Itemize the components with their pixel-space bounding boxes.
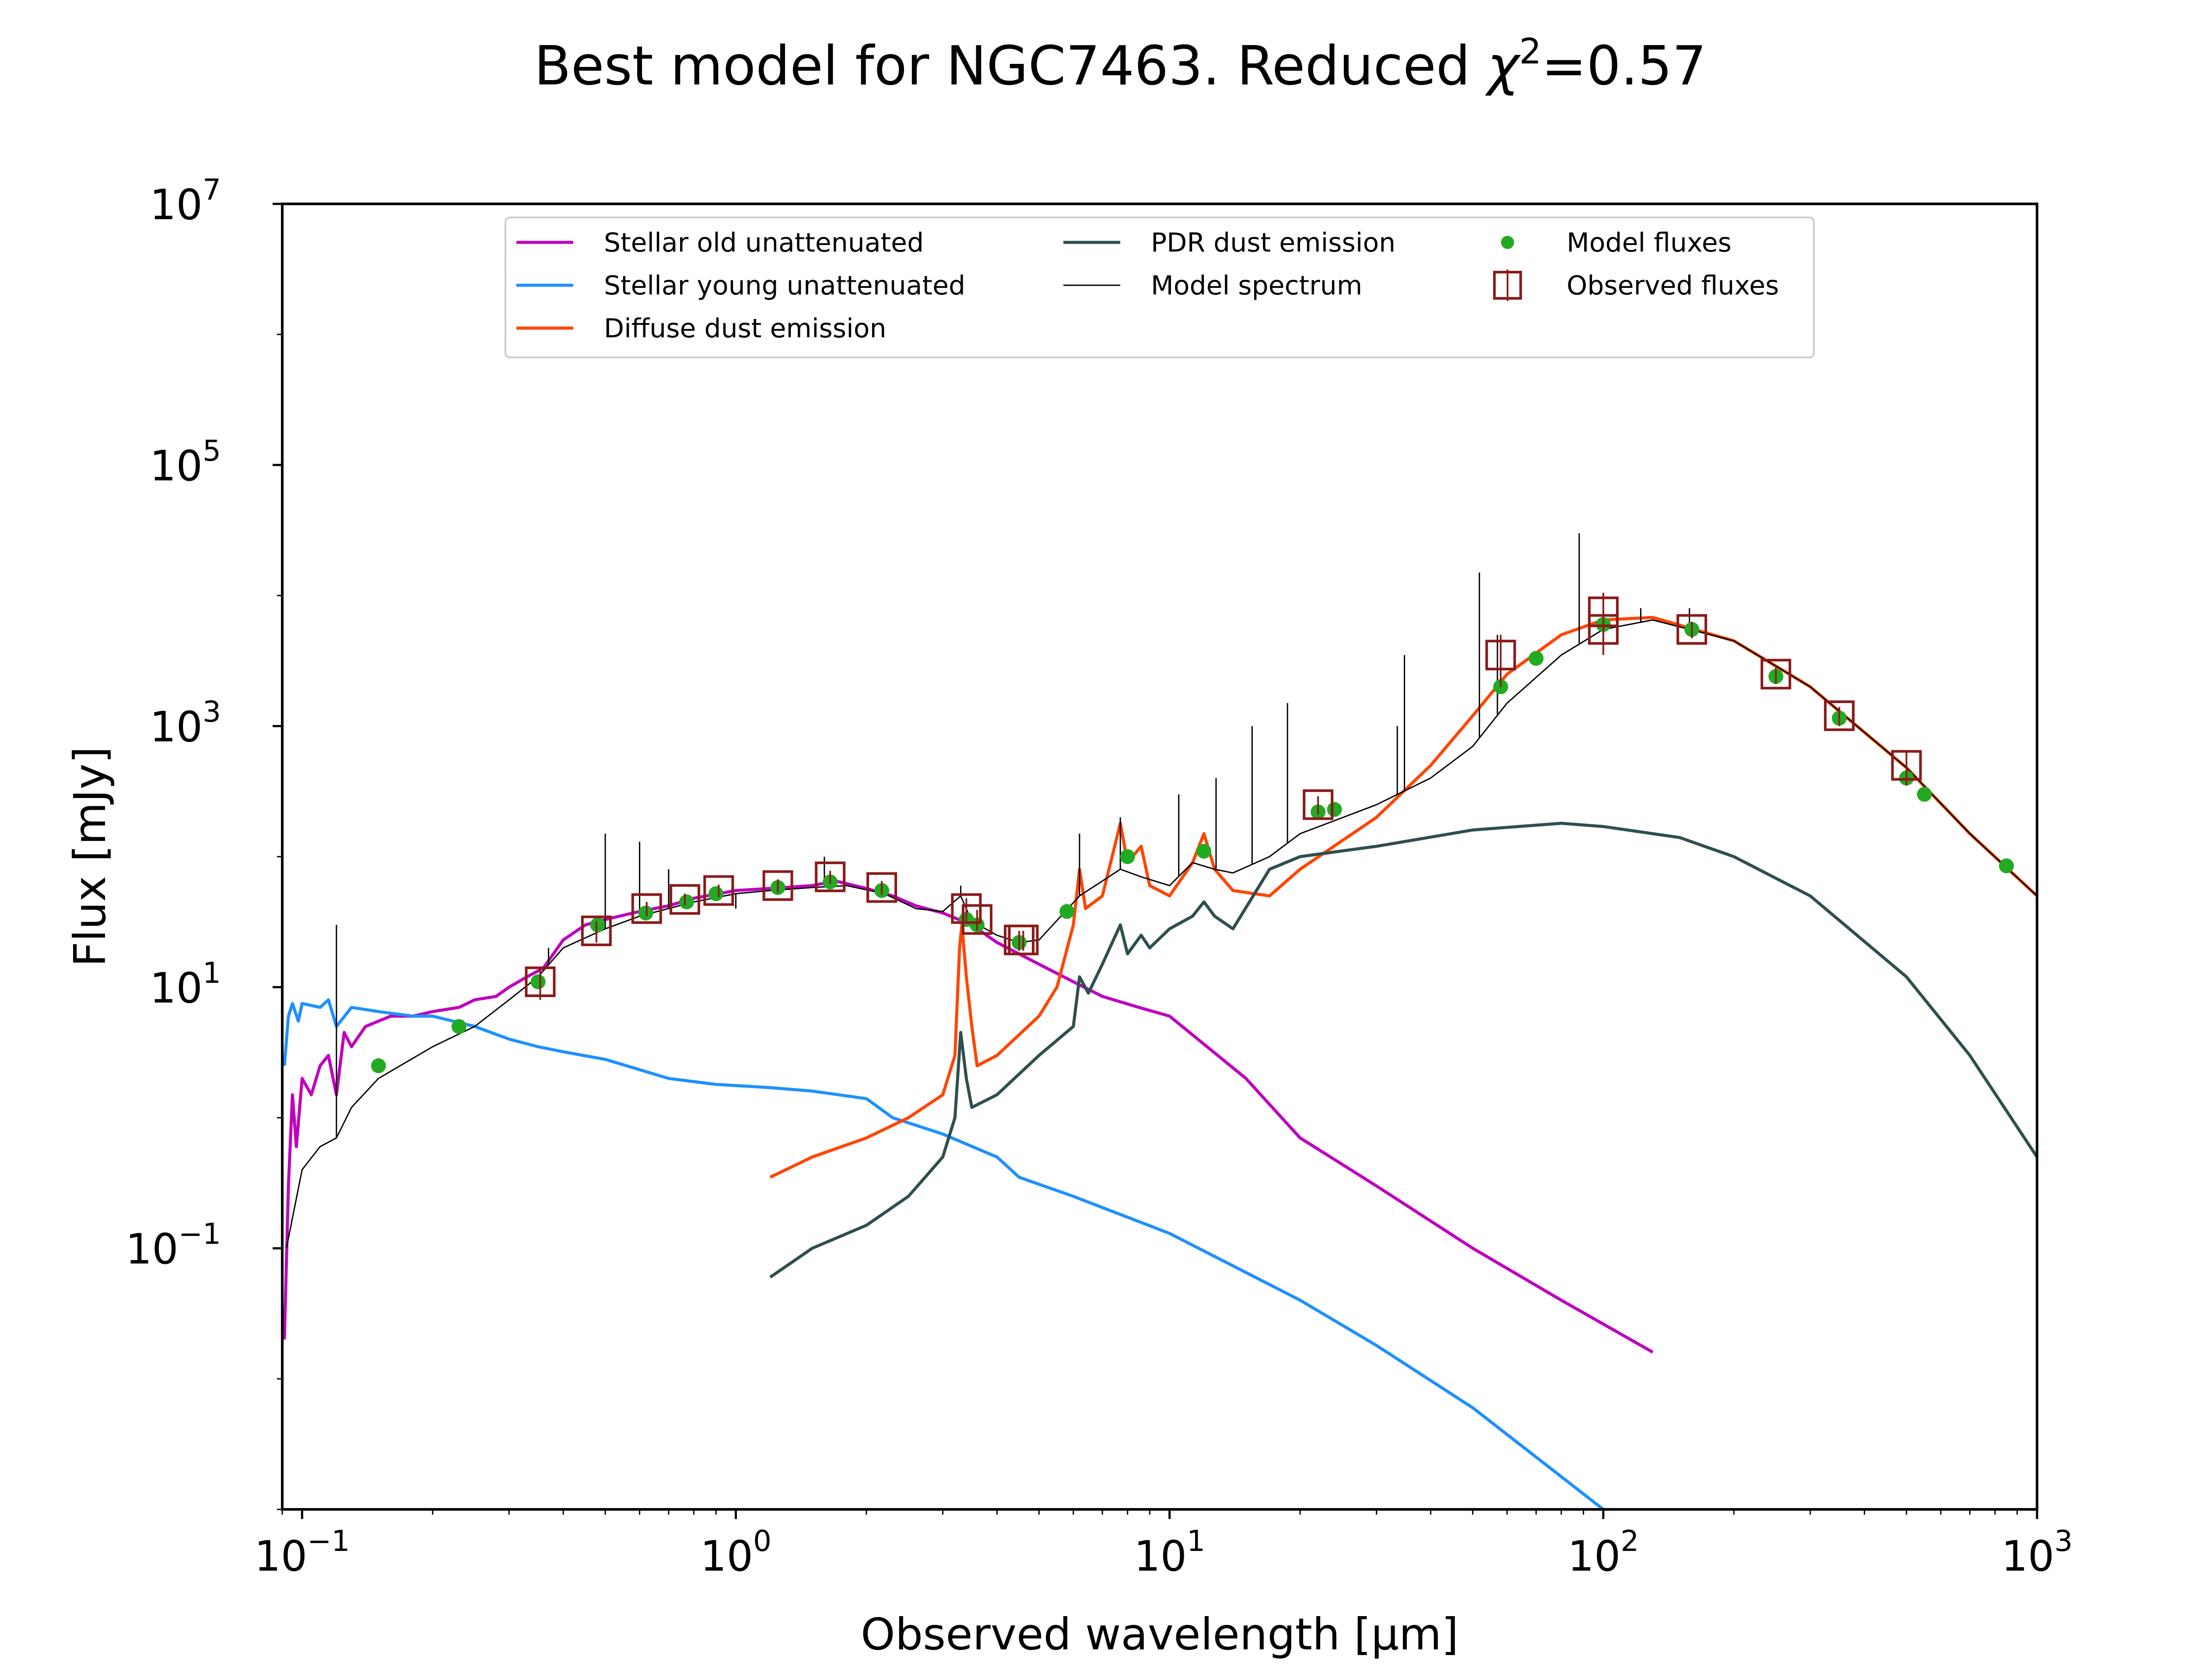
- model-flux-point: [530, 974, 546, 990]
- legend-label: Stellar old unattenuated: [604, 228, 924, 258]
- legend-item-model-spectrum: Model spectrum: [1063, 270, 1362, 301]
- series-line-pdr-dust-emission: [769, 822, 2037, 1279]
- observed-flux-point: [961, 904, 992, 935]
- legend-label: Model spectrum: [1151, 270, 1362, 301]
- model-flux-point: [590, 917, 605, 933]
- model-flux-point: [1059, 904, 1075, 919]
- legend-swatch: [1493, 271, 1522, 300]
- observed-flux-point: [1891, 750, 1922, 786]
- observed-flux-point: [951, 893, 982, 924]
- y-tick-label: 101: [150, 956, 221, 1012]
- chart-title: Best model for NGC7463. Reduced χ2=0.57: [534, 31, 1707, 98]
- model-flux-point: [638, 905, 653, 920]
- legend-item-stellar-old-unattenuated: Stellar old unattenuated: [516, 228, 924, 258]
- legend-label: Model fluxes: [1567, 228, 1732, 258]
- x-axis-label: Observed wavelength [μm]: [861, 1609, 1459, 1660]
- model-flux-point: [1917, 787, 1932, 802]
- observed-flux-point: [1485, 635, 1516, 687]
- legend-item-observed-fluxes: Observed fluxes: [1493, 270, 1779, 301]
- y-tick-label: 105: [150, 434, 221, 490]
- series-line-stellar-young-unattenuated: [283, 998, 1604, 1509]
- legend-entries: Stellar old unattenuated Stellar young un…: [516, 228, 1779, 344]
- plot-frame: [281, 203, 2038, 1511]
- legend-item-model-fluxes: Model fluxes: [1501, 228, 1732, 258]
- y-tick-label: 103: [150, 695, 221, 752]
- x-tick-label: 101: [1134, 1524, 1205, 1581]
- legend-label: PDR dust emission: [1151, 228, 1396, 258]
- model-flux-layer: [371, 617, 2014, 1074]
- plot-area: [283, 533, 2037, 1509]
- model-flux-point: [708, 886, 724, 901]
- legend-label: Stellar young unattenuated: [604, 270, 965, 301]
- observed-flux-point: [670, 884, 701, 915]
- x-tick-label: 103: [2002, 1524, 2073, 1581]
- x-tick-label: 100: [700, 1524, 771, 1581]
- model-flux-point: [1327, 802, 1342, 817]
- legend: Stellar old unattenuated Stellar young un…: [505, 217, 1815, 358]
- model-flux-point: [1999, 858, 2014, 874]
- observed-flux-point: [866, 872, 898, 903]
- legend-swatch: [1501, 236, 1514, 249]
- y-tick-label: 107: [150, 173, 221, 229]
- observed-flux-point: [1588, 612, 1619, 655]
- model-flux-point: [679, 894, 694, 910]
- observed-flux-point: [631, 893, 662, 924]
- observed-flux-point: [815, 861, 846, 892]
- observed-flux-layer: [525, 592, 1922, 1000]
- model-flux-point: [1120, 849, 1135, 864]
- model-flux-point: [451, 1019, 466, 1034]
- observed-flux-point: [1760, 658, 1792, 690]
- observed-flux-point: [1303, 789, 1334, 820]
- y-axis: 10−1 101 103 105 107: [126, 173, 282, 1510]
- observed-flux-point: [703, 875, 734, 906]
- observed-flux-point: [1824, 700, 1855, 731]
- observed-flux-point: [1676, 614, 1708, 645]
- legend-label: Diffuse dust emission: [604, 313, 886, 344]
- y-tick-label: 10−1: [126, 1217, 221, 1274]
- model-flux-point: [1529, 651, 1544, 666]
- legend-item-stellar-young-unattenuated: Stellar young unattenuated: [516, 270, 965, 301]
- model-flux-point: [371, 1058, 386, 1074]
- y-axis-label: Flux [mJy]: [64, 746, 116, 967]
- legend-item-diffuse-dust-emission: Diffuse dust emission: [516, 313, 886, 344]
- x-axis: 10−1 100 101 102 103: [254, 1509, 2072, 1581]
- observed-flux-point: [581, 915, 612, 946]
- legend-box: [505, 217, 1815, 358]
- x-tick-label: 10−1: [254, 1524, 350, 1581]
- observed-flux-point: [525, 966, 556, 1000]
- legend-item-pdr-dust-emission: PDR dust emission: [1063, 228, 1396, 258]
- legend-label: Observed fluxes: [1567, 270, 1779, 301]
- emission-lines-layer: [336, 533, 1690, 1138]
- series-layer: [283, 616, 2037, 1509]
- series-line-stellar-old-unattenuated: [283, 879, 1654, 1354]
- x-tick-label: 102: [1567, 1524, 1639, 1581]
- series-line-model-spectrum: [286, 619, 2037, 1249]
- observed-flux-point: [1008, 924, 1039, 956]
- model-flux-point: [1196, 844, 1212, 859]
- observed-flux-point: [762, 870, 793, 901]
- series-line-diffuse-dust-emission: [769, 616, 2037, 1179]
